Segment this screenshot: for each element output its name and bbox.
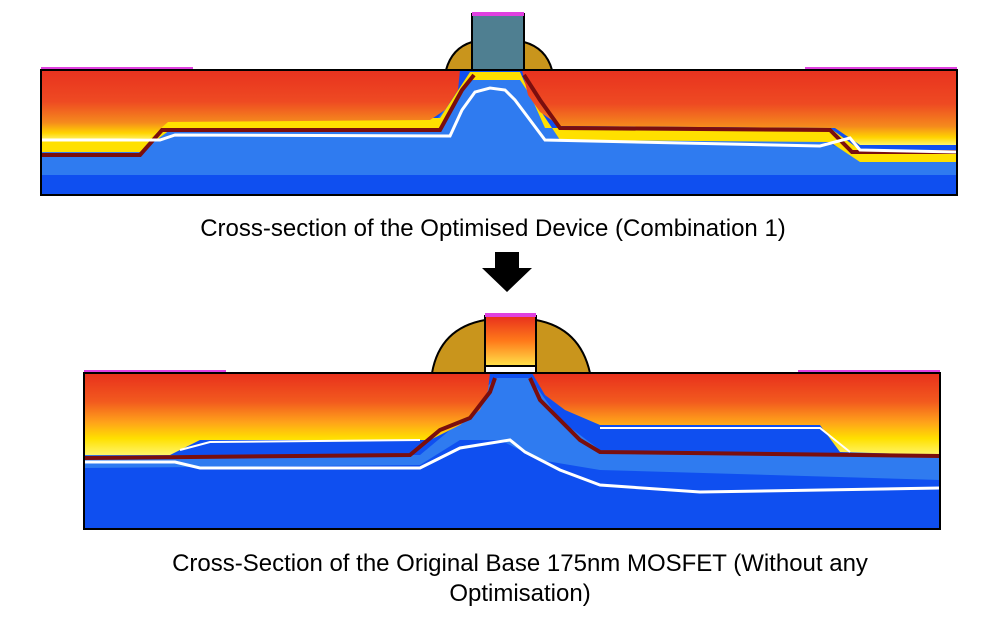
down-arrow-icon: [482, 252, 532, 292]
optimised-device-caption: Cross-section of the Optimised Device (C…: [200, 215, 786, 242]
bottom-right-spacer: [535, 318, 592, 374]
original-device-caption: Cross-Section of the Original Base 175nm…: [172, 550, 868, 607]
bottom-gate: [484, 315, 537, 367]
bottom-frame: [83, 372, 941, 530]
bottom-left-spacer: [430, 318, 486, 374]
bottom-gate-contact: [485, 313, 536, 317]
top-drain-region: [522, 70, 957, 145]
bottom-junction-line: [83, 377, 941, 460]
top-junction-line: [41, 73, 957, 157]
bottom-source-region: [84, 373, 490, 455]
top-right-spacer: [523, 40, 554, 71]
top-gate: [471, 13, 525, 71]
bottom-gate-oxide: [484, 365, 537, 374]
top-yellow-band: [41, 72, 957, 162]
bottom-contour-line-2: [179, 427, 851, 453]
top-contour-line: [41, 86, 958, 154]
top-gate-contact: [472, 12, 524, 16]
top-left-spacer: [444, 40, 473, 71]
bottom-drain-region: [532, 373, 940, 455]
top-lightblue-band: [41, 80, 957, 175]
top-source-drain-region: [41, 70, 460, 140]
bottom-contour-line: [84, 438, 941, 494]
top-frame: [40, 69, 958, 196]
